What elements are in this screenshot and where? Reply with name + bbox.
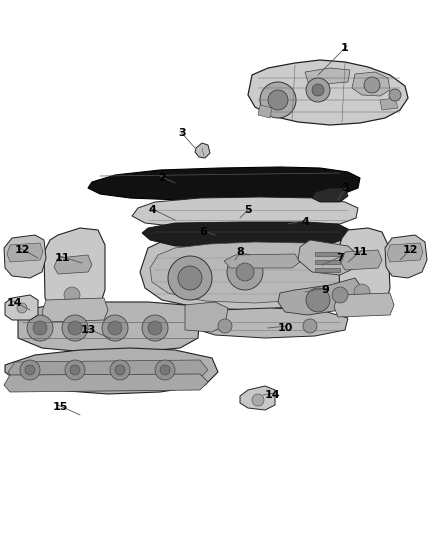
Circle shape [260,82,296,118]
Polygon shape [4,235,46,278]
Text: 12: 12 [14,245,30,255]
Circle shape [160,365,170,375]
Circle shape [303,319,317,333]
Polygon shape [315,252,340,256]
Circle shape [168,256,212,300]
Polygon shape [240,386,275,410]
Text: 14: 14 [7,298,23,308]
Polygon shape [150,242,354,303]
Circle shape [155,360,175,380]
Circle shape [306,288,330,312]
Polygon shape [315,268,340,272]
Text: 3: 3 [341,183,349,193]
Text: 11: 11 [54,253,70,263]
Polygon shape [278,278,362,315]
Text: 4: 4 [148,205,156,215]
Text: 11: 11 [352,247,368,257]
Polygon shape [192,308,348,338]
Text: 9: 9 [321,285,329,295]
Polygon shape [352,72,390,96]
Circle shape [64,287,80,303]
Polygon shape [8,360,208,380]
Polygon shape [258,105,272,118]
Circle shape [108,321,122,335]
Polygon shape [44,228,105,318]
Circle shape [364,77,380,93]
Polygon shape [385,235,427,278]
Circle shape [102,315,128,341]
Polygon shape [341,250,382,270]
Circle shape [115,365,125,375]
Polygon shape [380,98,398,110]
Polygon shape [298,240,358,275]
Circle shape [62,315,88,341]
Polygon shape [54,255,92,274]
Polygon shape [224,254,300,268]
Polygon shape [42,298,108,322]
Polygon shape [142,222,350,248]
Text: 8: 8 [236,247,244,257]
Circle shape [332,287,348,303]
Polygon shape [5,348,218,394]
Circle shape [178,266,202,290]
Polygon shape [312,188,348,202]
Circle shape [148,321,162,335]
Circle shape [70,365,80,375]
Text: 15: 15 [52,402,68,412]
Circle shape [236,263,254,281]
Polygon shape [195,143,210,158]
Text: 12: 12 [402,245,418,255]
Polygon shape [132,197,358,228]
Text: 3: 3 [178,128,186,138]
Circle shape [312,84,324,96]
Circle shape [27,315,53,341]
Polygon shape [334,293,394,317]
Circle shape [252,394,264,406]
Circle shape [227,254,263,290]
Text: 5: 5 [244,205,252,215]
Polygon shape [88,167,360,200]
Text: 6: 6 [199,227,207,237]
Polygon shape [305,68,350,84]
Text: 1: 1 [341,43,349,53]
Polygon shape [387,243,423,262]
Circle shape [389,89,401,101]
Polygon shape [338,228,390,312]
Text: 7: 7 [336,253,344,263]
Polygon shape [5,295,38,320]
Polygon shape [185,302,228,332]
Polygon shape [248,60,408,125]
Circle shape [17,303,27,313]
Circle shape [68,321,82,335]
Polygon shape [4,374,208,392]
Circle shape [268,90,288,110]
Polygon shape [315,260,340,264]
Circle shape [354,284,370,300]
Circle shape [65,360,85,380]
Text: 13: 13 [80,325,95,335]
Text: 14: 14 [264,390,280,400]
Text: 4: 4 [301,217,309,227]
Text: 10: 10 [277,323,293,333]
Polygon shape [7,243,43,262]
Circle shape [33,321,47,335]
Polygon shape [140,234,365,310]
Polygon shape [18,302,200,352]
Circle shape [110,360,130,380]
Circle shape [142,315,168,341]
Circle shape [306,78,330,102]
Circle shape [218,319,232,333]
Circle shape [25,365,35,375]
Text: 2: 2 [158,173,166,183]
Circle shape [20,360,40,380]
